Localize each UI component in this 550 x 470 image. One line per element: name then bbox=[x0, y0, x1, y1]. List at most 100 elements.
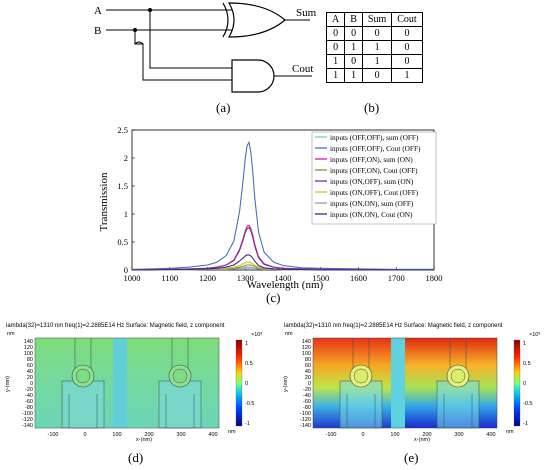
y-tick-label: 1 bbox=[124, 209, 128, 219]
x-tick-label: -100 bbox=[325, 432, 336, 438]
table-row: 1 0 1 0 bbox=[325, 54, 423, 69]
table-cell: 0 bbox=[344, 26, 363, 41]
series-line bbox=[131, 140, 434, 270]
header-a: A bbox=[325, 12, 346, 27]
y-tick-label: 20 bbox=[27, 375, 33, 381]
x-tick-label: 1400 bbox=[275, 273, 292, 283]
panel-b-label: (b) bbox=[364, 100, 380, 115]
colorbar-tick-label: -0.5 bbox=[523, 401, 532, 407]
legend-box bbox=[311, 131, 437, 225]
xor-gate bbox=[227, 2, 286, 38]
y-tick-label: 0.5 bbox=[117, 237, 128, 247]
ring-core bbox=[353, 368, 369, 384]
y-ticks: 140120100806040200-20-40-60-80-100-120-1… bbox=[22, 339, 33, 429]
legend-entry: inputs (ON,OFF), Cout (OFF) bbox=[330, 188, 419, 197]
x-tick-label: 1100 bbox=[161, 273, 178, 283]
field-frame bbox=[34, 337, 220, 429]
colorbar-tick-label: -1 bbox=[245, 421, 250, 427]
y-tick-label: -140 bbox=[300, 423, 311, 429]
y-tick-label: -60 bbox=[25, 399, 33, 405]
x-tick-label: 100 bbox=[112, 432, 121, 438]
colorbar-tick-label: 0.5 bbox=[523, 361, 531, 367]
x-ticks: -100 0 100 200 300 400 bbox=[325, 432, 495, 438]
y-tick-label: -120 bbox=[300, 417, 311, 423]
colorbar-exponent: ×10³ bbox=[251, 332, 262, 338]
wire-crossover bbox=[134, 41, 144, 45]
output-cout-label: Cout bbox=[292, 63, 313, 75]
x-tick-label: 100 bbox=[390, 432, 399, 438]
x-tick-label: 300 bbox=[176, 432, 185, 438]
colorbar-gradient bbox=[235, 339, 243, 427]
chart-series-group bbox=[131, 140, 434, 271]
field-map bbox=[312, 337, 498, 429]
x-tick-label: 1700 bbox=[388, 273, 405, 283]
y-tick-label: 1.5 bbox=[117, 181, 128, 191]
y-tick-label: 80 bbox=[305, 357, 311, 363]
colorbar-tick-label: 0 bbox=[523, 381, 526, 387]
center-waveguide bbox=[391, 338, 405, 428]
table-cell: 0 bbox=[391, 40, 423, 55]
table-cell: 1 bbox=[344, 68, 363, 83]
table-cell: 0 bbox=[361, 26, 393, 41]
x-axis-title: x-(nm) bbox=[136, 437, 152, 443]
y-tick-label: -100 bbox=[22, 411, 33, 417]
and-gate bbox=[231, 59, 275, 93]
truth-table: A B Sum Cout 0 0 0 0 0 1 1 0 1 0 1 0 1 1… bbox=[325, 12, 423, 83]
x-tick-label: 400 bbox=[208, 432, 217, 438]
sim-header: lambda(32)=1310 nm freq(1)=2.2885E14 Hz … bbox=[6, 323, 225, 329]
table-cell: 0 bbox=[325, 40, 346, 55]
y-unit: nm bbox=[285, 331, 293, 337]
y-tick-label: -40 bbox=[303, 393, 311, 399]
y-tick-label: -120 bbox=[22, 417, 33, 423]
table-cell: 0 bbox=[391, 54, 423, 69]
half-adder-circuit-diagram: A B Sum Cout bbox=[94, 2, 317, 93]
legend-entry: inputs (OFF,ON), sum (ON) bbox=[330, 155, 413, 164]
y-tick-label: 60 bbox=[27, 363, 33, 369]
header-b: B bbox=[344, 12, 363, 27]
sim-header: lambda(32)=1310 nm freq(1)=2.2885E14 Hz … bbox=[284, 323, 503, 329]
y-tick-label: 2.5 bbox=[117, 125, 128, 135]
y-axis-title: y-(nm) bbox=[283, 376, 289, 392]
y-tick-label: 0 bbox=[30, 381, 33, 387]
x-axis-title: x-(nm) bbox=[414, 437, 430, 443]
colorbar-tick-label: 1 bbox=[523, 341, 526, 347]
y-unit: nm bbox=[7, 331, 15, 337]
legend-entry: inputs (OFF,ON), Cout (OFF) bbox=[330, 166, 418, 175]
waveguide-block bbox=[61, 380, 105, 429]
x-tick-label: 1600 bbox=[350, 273, 367, 283]
colorbar: 1 0.5 0 -0.5 -1 bbox=[235, 339, 254, 427]
waveguide-block bbox=[158, 380, 202, 429]
header-cout: Cout bbox=[391, 12, 423, 27]
ring-core bbox=[172, 368, 188, 384]
y-tick-label: 140 bbox=[302, 339, 311, 345]
y-tick-label: -80 bbox=[25, 405, 33, 411]
truth-table-header-row: A B Sum Cout bbox=[325, 12, 423, 27]
legend-entry: inputs (OFF,OFF), sum (OFF) bbox=[330, 133, 419, 142]
ring-core bbox=[450, 368, 466, 384]
y-axis-label: Transmission bbox=[98, 172, 110, 231]
y-tick-label: -60 bbox=[303, 399, 311, 405]
table-cell: 0 bbox=[325, 26, 346, 41]
colorbar-exponent: ×10³ bbox=[529, 332, 540, 338]
panel-e-label: (e) bbox=[404, 450, 419, 465]
series-line bbox=[131, 224, 434, 271]
x-tick-label: 400 bbox=[486, 432, 495, 438]
header-sum: Sum bbox=[361, 12, 393, 27]
table-cell: 0 bbox=[344, 54, 363, 69]
y-tick-label: 140 bbox=[24, 339, 33, 345]
table-row: 0 0 0 0 bbox=[325, 26, 423, 41]
colorbar-gradient bbox=[513, 339, 521, 427]
colorbar-tick-label: 0.5 bbox=[245, 361, 253, 367]
legend-entry: inputs (OFF,OFF), Cout (OFF) bbox=[330, 144, 421, 153]
y-tick-label: 40 bbox=[305, 369, 311, 375]
x-axis-label: Wavelength (nm) bbox=[247, 279, 324, 291]
colorbar-tick-label: -0.5 bbox=[245, 401, 254, 407]
waveguide-block bbox=[339, 380, 383, 429]
x-tick-label: 1500 bbox=[312, 273, 329, 283]
table-cell: 1 bbox=[361, 40, 393, 55]
colorbar-tick-label: 1 bbox=[245, 341, 248, 347]
y-tick-label: 60 bbox=[305, 363, 311, 369]
y-tick-label: 2 bbox=[124, 153, 128, 163]
x-tick-label: 1000 bbox=[124, 273, 141, 283]
x-tick-label: 0 bbox=[83, 432, 86, 438]
